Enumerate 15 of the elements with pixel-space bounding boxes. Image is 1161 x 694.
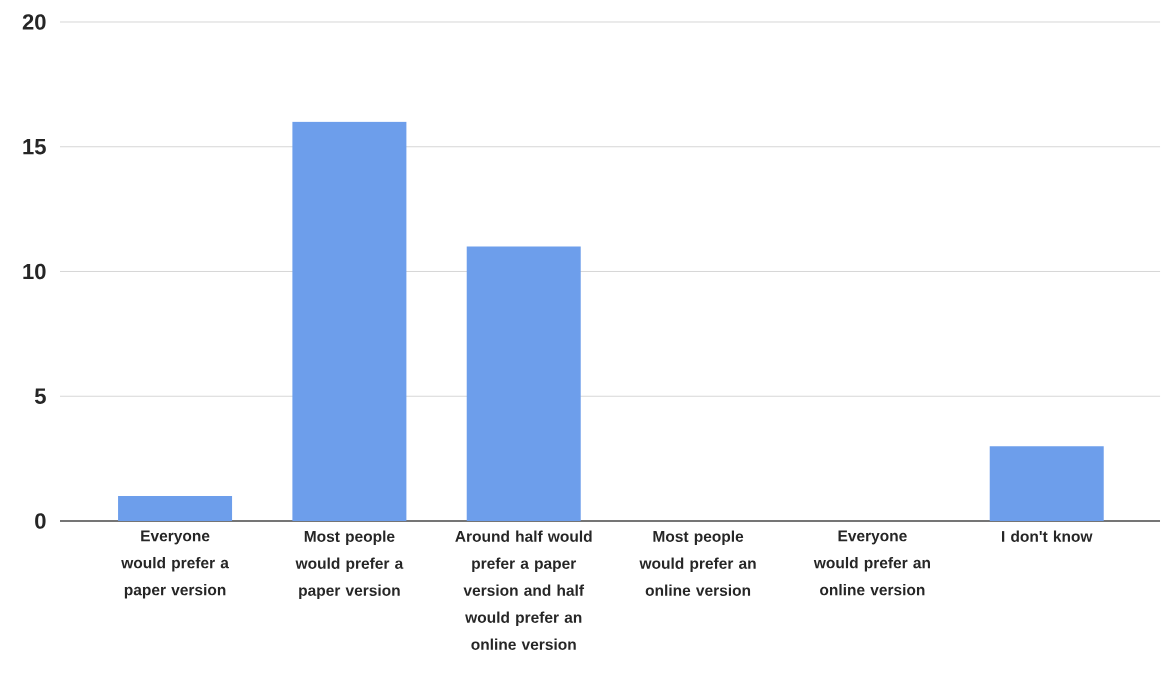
x-tick-label: Around half would prefer a paper version and half would prefer an online version	[455, 530, 592, 650]
bar	[292, 121, 407, 521]
x-tick-label: Everyone would prefer a paper version	[121, 530, 229, 599]
bar	[118, 496, 233, 521]
x-tick-label: Everyone would prefer an online version	[813, 530, 930, 596]
bar	[989, 446, 1104, 521]
y-tick-label: 10	[23, 263, 46, 280]
y-tick-label: 0	[35, 513, 46, 529]
y-tick-label: 5	[34, 388, 46, 404]
y-tick-label: 15	[23, 139, 46, 155]
x-tick-label: Most people would prefer a paper version	[295, 530, 404, 599]
x-tick-label: Most people would prefer an online version	[639, 530, 756, 596]
x-tick-label: I don't know	[1002, 530, 1093, 542]
y-tick-label: 20	[22, 14, 46, 30]
bar	[466, 246, 581, 521]
